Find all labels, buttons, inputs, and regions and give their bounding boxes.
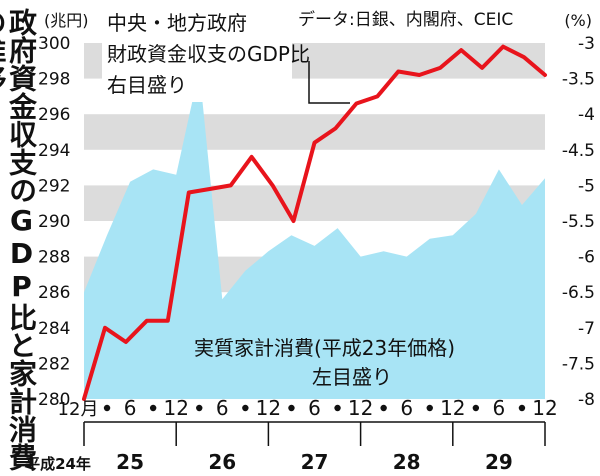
- right-axis-unit: (%): [564, 11, 592, 30]
- left-tick-label: 282: [38, 354, 70, 374]
- left-tick-label: 294: [38, 141, 70, 161]
- year-label: 29: [485, 450, 513, 474]
- x-tick-label: 12: [163, 396, 188, 420]
- x-tick-dot: [380, 404, 387, 412]
- consumption-area: [84, 69, 545, 399]
- consumption-label-line-2: 左目盛り: [312, 365, 392, 389]
- gov-label-leader: [308, 61, 350, 104]
- x-axis: 12月 6 12 6 12 6 12 6 12 6 12 平成24年 25 26 27 28 29: [25, 396, 558, 474]
- left-tick-label: 298: [38, 70, 70, 90]
- left-tick-label: 290: [38, 212, 70, 232]
- x-tick-dot: [196, 404, 203, 412]
- year-label: 28: [393, 450, 421, 474]
- year-label: 25: [116, 450, 144, 474]
- right-tick-label: -3: [578, 34, 595, 54]
- right-tick-label: -3.5: [562, 70, 595, 90]
- x-tick-dot: [472, 404, 480, 412]
- x-tick-label: 12: [256, 396, 281, 420]
- gov-balance-line-group: [82, 44, 547, 401]
- x-tick-dot: [149, 404, 157, 412]
- year-label: 平成24年: [25, 455, 91, 473]
- x-tick-dot: [334, 404, 341, 412]
- right-tick-label: -4: [578, 105, 595, 125]
- x-tick-label: 12: [348, 396, 373, 420]
- right-tick-label: -6: [578, 248, 595, 268]
- x-tick-dot: [518, 404, 526, 412]
- chart-title-vertical: 政府資金収支のGDP比と家計消費の推移: [0, 8, 38, 471]
- x-tick-label: 6: [308, 396, 321, 420]
- left-tick-label: 300: [38, 34, 70, 54]
- left-tick-label: 288: [38, 248, 70, 268]
- gov-label-line-3: 右目盛り: [107, 73, 187, 97]
- left-tick-label: 284: [38, 319, 70, 339]
- x-tick-label: 6: [216, 396, 229, 420]
- right-tick-label: -6.5: [562, 283, 595, 303]
- consumption-label-line-1: 実質家計消費(平成23年価格): [194, 336, 455, 360]
- left-tick-label: 292: [38, 176, 70, 196]
- right-tick-label: -5.5: [562, 212, 595, 232]
- right-tick-label: -7: [578, 319, 595, 339]
- source-note: データ:日銀、内閣府、CEIC: [298, 9, 513, 30]
- x-tick-dot: [103, 404, 111, 412]
- left-tick-label: 296: [38, 105, 70, 125]
- left-tick-label: 286: [38, 283, 70, 303]
- gov-balance-line: [82, 44, 547, 401]
- right-tick-label: -8: [578, 390, 595, 410]
- left-tick-label: 280: [38, 390, 70, 410]
- x-tick-label: 6: [400, 396, 413, 420]
- gov-label-line-2: 財政資金収支のGDP比: [107, 42, 310, 66]
- x-tick-dot: [242, 404, 249, 412]
- left-axis-unit: (兆円): [44, 11, 89, 30]
- right-tick-label: -7.5: [562, 354, 595, 374]
- year-label: 27: [301, 450, 329, 474]
- x-tick-label: 12: [440, 396, 465, 420]
- consumption-label: 実質家計消費(平成23年価格) 左目盛り: [194, 336, 455, 389]
- gov-label-line-1: 中央・地方政府: [107, 11, 247, 35]
- x-tick-dot: [426, 404, 433, 412]
- x-tick-label: 12月: [58, 399, 99, 420]
- x-tick-label: 6: [124, 396, 137, 420]
- right-tick-label: -4.5: [562, 141, 595, 161]
- right-axis-ticks: -8 -7.5 -7 -6.5 -6 -5.5 -5 -4.5 -4 -3.5 -3: [562, 34, 595, 410]
- year-label: 26: [208, 450, 236, 474]
- gov-balance-label: 中央・地方政府 財政資金収支のGDP比 右目盛り: [102, 10, 350, 104]
- x-tick-dot: [288, 404, 295, 412]
- x-tick-label: 12: [532, 396, 557, 420]
- right-tick-label: -5: [578, 176, 595, 196]
- left-axis-ticks: 280 282 284 286 288 290 292 294 296 298 300: [38, 34, 70, 410]
- x-tick-label: 6: [493, 396, 506, 420]
